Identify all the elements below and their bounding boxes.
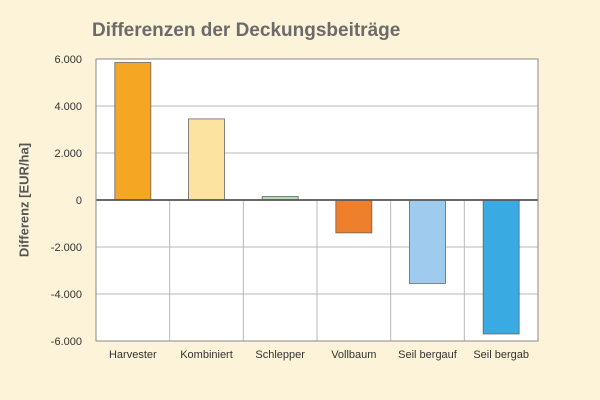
bar-kombiniert bbox=[188, 118, 225, 201]
bar-harvester bbox=[114, 62, 152, 201]
y-tick-label-5: -4.000 bbox=[51, 289, 82, 301]
x-tick-label-1: Kombiniert bbox=[180, 349, 233, 361]
y-tick-label-2: 2.000 bbox=[54, 148, 82, 160]
x-tick-label-0: Harvester bbox=[109, 349, 157, 361]
y-tick-label-4: -2.000 bbox=[51, 242, 82, 254]
x-tick-label-4: Seil bergauf bbox=[398, 349, 458, 361]
x-tick-label-2: Schlepper bbox=[255, 349, 305, 361]
y-tick-label-0: 6.000 bbox=[54, 54, 82, 66]
x-tick-label-5: Seil bergab bbox=[473, 349, 529, 361]
bar-vollbaum bbox=[335, 199, 373, 234]
bar-seil-bergauf bbox=[409, 199, 446, 284]
y-tick-label-6: -6.000 bbox=[51, 336, 82, 348]
plot-frame bbox=[95, 58, 539, 342]
x-tick-label-3: Vollbaum bbox=[331, 349, 376, 361]
chart-title: Differenzen der Deckungsbeiträge bbox=[92, 20, 401, 41]
bar-seil-bergab bbox=[482, 199, 520, 335]
y-tick-label-3: 0 bbox=[76, 195, 82, 207]
y-tick-label-1: 4.000 bbox=[54, 101, 82, 113]
